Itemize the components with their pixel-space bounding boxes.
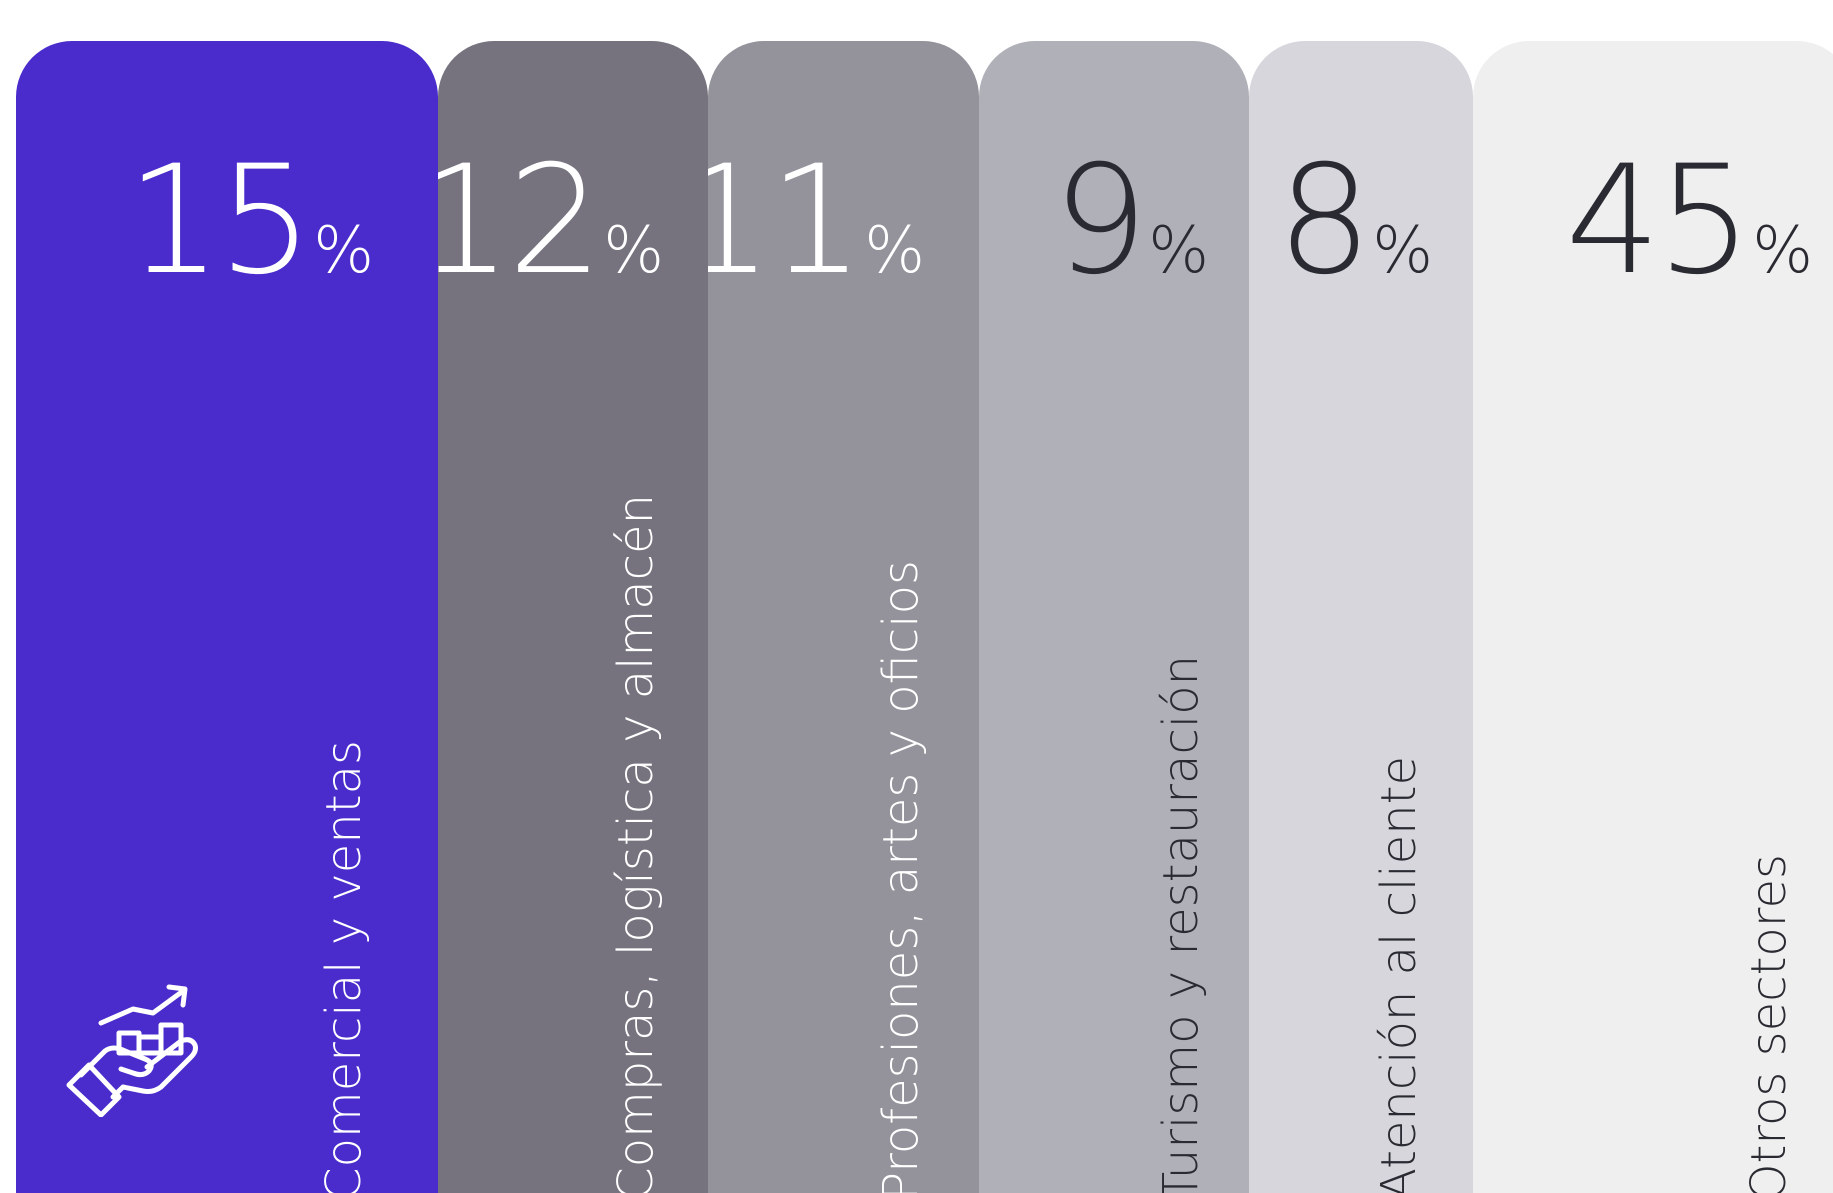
category-label-turismo-restauracion: Turismo y restauración [1153, 654, 1209, 1193]
category-label-comercial-y-ventas: Comercial y ventas [316, 740, 372, 1193]
percent-sign: % [864, 214, 925, 288]
bar-atencion-al-cliente: 8% Atención al cliente [1249, 41, 1473, 1193]
value-label-comercial-y-ventas: 15% [126, 146, 374, 296]
value-number: 9 [1052, 134, 1148, 308]
value-number: 45 [1565, 134, 1752, 308]
bar-profesiones-artes-oficios: 11% Profesiones, artes y oficios [708, 41, 979, 1193]
category-label-atencion-al-cliente: Atención al cliente [1371, 756, 1427, 1193]
percent-sign: % [1372, 214, 1433, 288]
value-label-profesiones-artes-oficios: 11% [708, 146, 925, 296]
value-label-atencion-al-cliente: 8% [1277, 146, 1433, 296]
value-label-turismo-restauracion: 9% [1053, 146, 1209, 296]
bar-turismo-restauracion: 9% Turismo y restauración [979, 41, 1249, 1193]
bar-compras-logistica-almacen: 12% Compras, logística y almacén [438, 41, 708, 1193]
percent-sign: % [603, 214, 664, 288]
category-label-compras-logistica-almacen: Compras, logística y almacén [608, 494, 664, 1193]
percent-sign: % [1148, 214, 1209, 288]
percent-sign: % [313, 214, 374, 288]
hand-holding-growth-chart-icon [66, 984, 198, 1117]
value-label-compras-logistica-almacen: 12% [438, 146, 664, 296]
bar-comercial-y-ventas: 15% Comercial y ventas [16, 41, 438, 1193]
category-label-otros-sectores: Otros sectores [1741, 853, 1797, 1193]
category-label-profesiones-artes-oficios: Profesiones, artes y oficios [873, 560, 929, 1193]
bar-otros-sectores: 45% Otros sectores [1473, 41, 1833, 1193]
value-label-otros-sectores: 45% [1565, 146, 1813, 296]
value-number: 15 [126, 134, 313, 308]
percent-sign: % [1752, 214, 1813, 288]
value-number: 12 [438, 134, 603, 308]
value-number: 11 [708, 134, 864, 308]
value-number: 8 [1276, 134, 1372, 308]
